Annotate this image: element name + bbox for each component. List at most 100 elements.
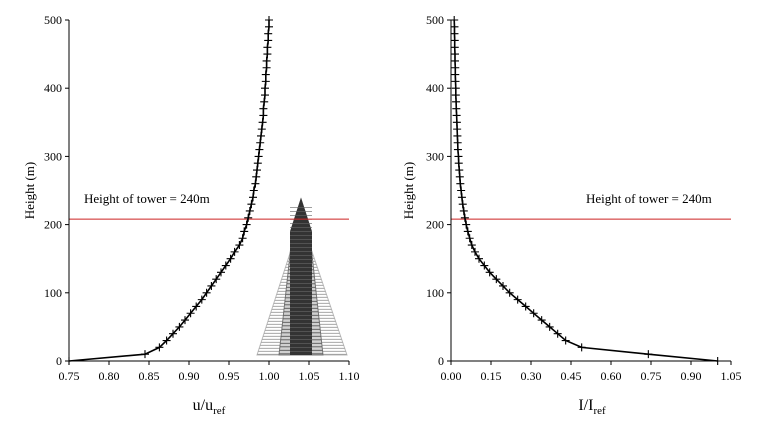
chart-left: 0 100 200 300 400 500 0.75 0.80 0.85 0.90 0.95 1.00… bbox=[22, 13, 360, 417]
y-tick-label: 400 bbox=[426, 81, 444, 95]
data-point-marker bbox=[545, 322, 554, 331]
data-point-marker bbox=[245, 206, 254, 215]
data-point-marker bbox=[451, 77, 460, 86]
data-point-marker bbox=[475, 254, 483, 263]
x-axis-label: I/Iref bbox=[578, 397, 606, 417]
data-point-marker bbox=[451, 91, 460, 100]
data-point-marker bbox=[256, 138, 265, 147]
x-tick-label: 1.05 bbox=[299, 369, 320, 383]
data-point-marker bbox=[450, 36, 459, 45]
data-point-marker bbox=[454, 152, 463, 161]
data-point-marker bbox=[169, 329, 177, 338]
x-tick-label: 1.10 bbox=[339, 369, 360, 383]
data-point-marker bbox=[467, 241, 476, 250]
x-axis-label-sub: ref bbox=[213, 405, 226, 417]
data-point-marker bbox=[458, 200, 467, 209]
data-point-marker bbox=[259, 104, 268, 113]
data-point-marker bbox=[252, 172, 261, 181]
series-markers bbox=[450, 16, 722, 365]
x-tick-label: 0.75 bbox=[641, 369, 662, 383]
x-tick-label: 0.30 bbox=[521, 369, 542, 383]
data-point-marker bbox=[186, 309, 195, 318]
x-tick-label: 0.75 bbox=[59, 369, 80, 383]
data-point-marker bbox=[175, 322, 184, 331]
data-point-marker bbox=[217, 268, 225, 277]
data-point-marker bbox=[202, 288, 211, 297]
x-axis-label-main: I/I bbox=[578, 397, 593, 414]
data-point-marker bbox=[451, 56, 459, 65]
data-point-marker bbox=[561, 336, 570, 345]
data-point-marker bbox=[453, 145, 462, 154]
data-point-marker bbox=[155, 343, 164, 352]
data-point-marker bbox=[261, 70, 270, 79]
y-tick-label: 200 bbox=[44, 218, 62, 232]
data-point-marker bbox=[212, 275, 221, 284]
data-point-marker bbox=[480, 261, 489, 270]
y-tick-label: 0 bbox=[438, 354, 444, 368]
x-tick-label: 0.95 bbox=[219, 369, 240, 383]
y-tick-label: 500 bbox=[426, 13, 444, 27]
data-point-marker bbox=[257, 131, 265, 140]
data-point-marker bbox=[471, 247, 479, 256]
y-tick-label: 500 bbox=[44, 13, 62, 27]
data-point-marker bbox=[240, 227, 249, 236]
data-point-marker bbox=[453, 131, 462, 140]
data-point-marker bbox=[454, 159, 463, 168]
data-point-marker bbox=[257, 125, 266, 134]
y-tick-label: 100 bbox=[44, 286, 62, 300]
data-point-marker bbox=[221, 261, 230, 270]
data-point-marker bbox=[537, 316, 546, 325]
data-point-marker bbox=[249, 193, 257, 202]
series-markers bbox=[65, 16, 273, 365]
data-point-marker bbox=[453, 138, 462, 147]
chart-right: 0 100 200 300 400 500 0.00 0.15 0.30 0.45 0.60 0.75… bbox=[401, 13, 742, 417]
data-point-marker bbox=[499, 281, 507, 290]
data-point-marker bbox=[244, 213, 253, 222]
y-tick-label: 0 bbox=[56, 354, 62, 368]
data-point-marker bbox=[450, 43, 459, 52]
data-point-marker bbox=[251, 179, 260, 188]
y-tick-label: 300 bbox=[44, 149, 62, 163]
data-point-marker bbox=[452, 111, 461, 120]
data-point-marker bbox=[457, 193, 466, 202]
data-point-marker bbox=[455, 172, 464, 181]
data-point-marker bbox=[521, 302, 530, 311]
data-point-marker bbox=[247, 200, 256, 209]
data-point-marker bbox=[713, 357, 722, 365]
x-tick-label: 1.00 bbox=[259, 369, 280, 383]
data-point-marker bbox=[263, 43, 272, 52]
data-point-marker bbox=[261, 84, 269, 93]
data-point-marker bbox=[262, 63, 271, 72]
data-point-marker bbox=[452, 97, 461, 106]
data-point-marker bbox=[451, 63, 460, 72]
data-point-marker bbox=[162, 336, 171, 345]
data-point-marker bbox=[644, 350, 653, 359]
data-point-marker bbox=[462, 220, 471, 229]
data-point-marker bbox=[207, 281, 216, 290]
data-point-marker bbox=[264, 29, 273, 38]
data-point-marker bbox=[505, 288, 514, 297]
data-point-marker bbox=[242, 220, 251, 229]
x-axis-label-main: u/u bbox=[193, 397, 213, 414]
data-point-marker bbox=[452, 118, 461, 127]
data-point-marker bbox=[141, 350, 149, 359]
data-point-marker bbox=[261, 91, 269, 100]
data-point-marker bbox=[238, 234, 247, 243]
data-point-marker bbox=[453, 125, 462, 134]
tower-height-annotation: Height of tower = 240m bbox=[586, 191, 712, 206]
data-point-marker bbox=[260, 97, 269, 106]
tower-icon bbox=[256, 197, 348, 356]
data-point-marker bbox=[255, 145, 264, 154]
data-point-marker bbox=[65, 357, 73, 365]
y-axis-label: Height (m) bbox=[22, 162, 37, 219]
data-point-marker bbox=[254, 152, 263, 161]
data-point-marker bbox=[262, 56, 271, 65]
data-point-marker bbox=[258, 118, 267, 127]
data-point-marker bbox=[465, 234, 474, 243]
x-axis-label-sub: ref bbox=[593, 405, 606, 417]
data-point-marker bbox=[259, 111, 268, 120]
x-tick-label: 0.80 bbox=[99, 369, 120, 383]
x-tick-label: 0.90 bbox=[681, 369, 702, 383]
x-axis-label: u/uref bbox=[193, 397, 226, 417]
